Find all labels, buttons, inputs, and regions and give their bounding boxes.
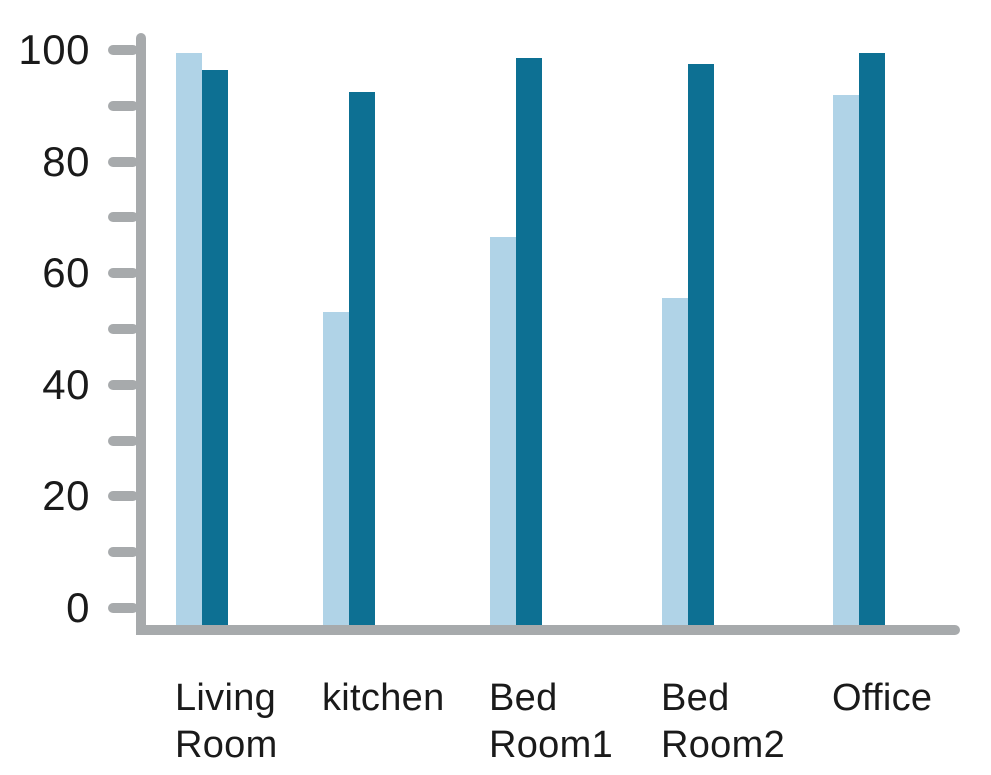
x-axis-label-line: Living — [175, 677, 277, 719]
x-axis-label-bed-room1: Bed Room1 — [489, 675, 613, 769]
x-axis-label-line: kitchen — [322, 677, 445, 719]
y-axis-line — [136, 33, 146, 635]
x-axis-label-line: Room — [175, 724, 278, 766]
y-axis-tick-100 — [108, 45, 138, 55]
x-axis-label-line: Bed — [661, 677, 730, 719]
x-axis-label-line: Room2 — [661, 724, 785, 766]
bar-kitchen-dark-teal — [349, 91, 375, 625]
bar-office-dark-teal — [859, 52, 885, 625]
bar-living-room-dark-teal — [202, 69, 228, 625]
bar-bed-room2-light-blue — [662, 298, 688, 625]
y-axis-tick-10 — [108, 547, 138, 558]
bar-living-room-light-blue — [176, 52, 202, 625]
x-axis-label-line: Room1 — [489, 724, 613, 766]
bar-bed-room1-dark-teal — [516, 58, 542, 625]
y-axis-tick-40 — [108, 379, 138, 390]
y-axis-tick-20 — [108, 491, 138, 502]
y-axis-tick-80 — [108, 156, 138, 167]
x-axis-line — [136, 625, 960, 635]
bar-bed-room1-light-blue — [490, 236, 516, 625]
x-axis-label-line: Bed — [489, 677, 558, 719]
x-axis-label-kitchen: kitchen — [322, 675, 445, 722]
y-tick-label-40: 40 — [42, 360, 90, 408]
x-axis-label-line: Office — [832, 677, 933, 719]
bar-bed-room2-dark-teal — [688, 63, 714, 625]
y-tick-label-100: 100 — [18, 26, 90, 73]
y-tick-label-80: 80 — [42, 137, 90, 185]
y-axis-tick-30 — [108, 435, 138, 446]
x-axis-label-office: Office — [832, 675, 932, 722]
x-axis-label-living-room: Living Room — [175, 675, 278, 769]
y-axis-tick-70 — [108, 212, 138, 223]
y-tick-label-0: 0 — [66, 584, 90, 631]
y-axis-tick-50 — [108, 324, 138, 334]
bar-kitchen-light-blue — [323, 312, 349, 625]
y-axis-tick-0 — [108, 603, 138, 613]
y-axis-tick-60 — [108, 268, 138, 279]
y-axis-tick-90 — [108, 100, 138, 111]
x-axis-label-bed-room2: Bed Room2 — [661, 675, 785, 769]
y-tick-label-60: 60 — [42, 249, 90, 297]
y-tick-label-20: 20 — [42, 472, 90, 520]
bar-office-light-blue — [833, 94, 859, 625]
